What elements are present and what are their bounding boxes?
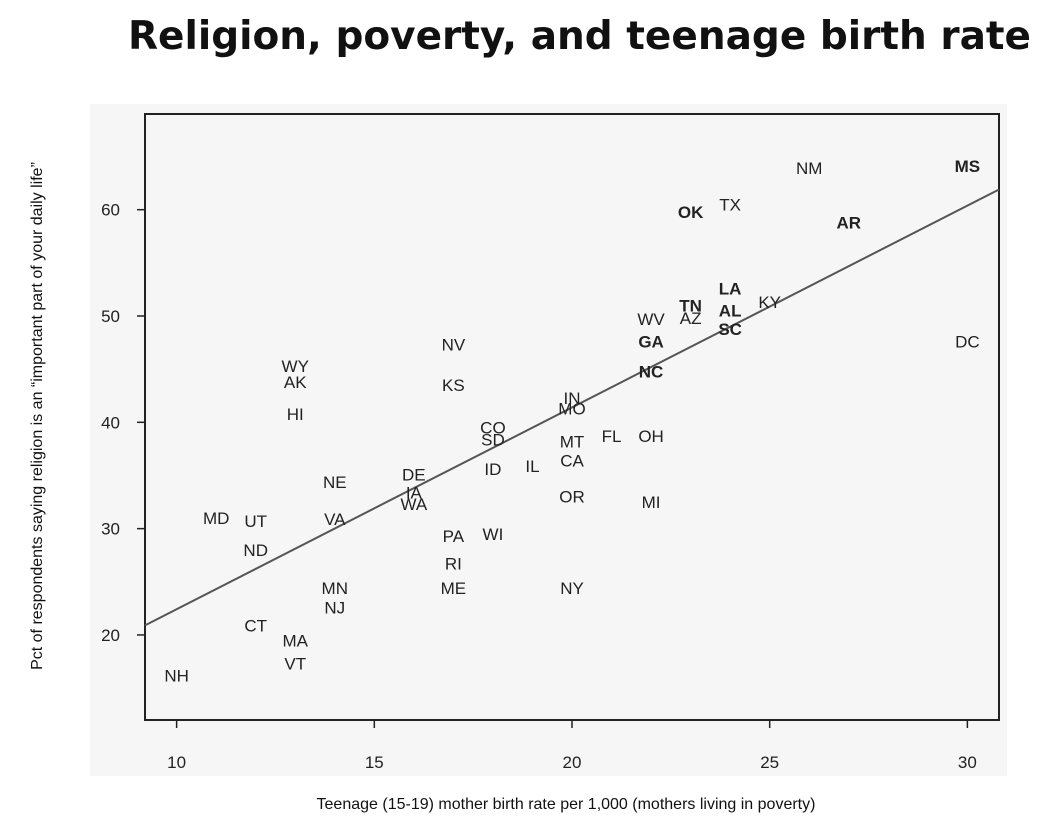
- data-point-pa: PA: [443, 527, 465, 546]
- data-point-nh: NH: [164, 666, 189, 685]
- data-point-ca: CA: [560, 452, 584, 471]
- data-point-nm: NM: [796, 159, 822, 178]
- data-point-fl: FL: [602, 427, 622, 446]
- data-point-mn: MN: [322, 579, 348, 598]
- y-tick-label: 20: [101, 626, 120, 645]
- data-point-tn: TN: [679, 296, 702, 315]
- y-axis-label: Pct of respondents saying religion is an…: [29, 162, 46, 670]
- data-point-mt: MT: [560, 432, 585, 451]
- data-point-ga: GA: [638, 333, 664, 352]
- data-point-id: ID: [484, 460, 501, 479]
- trend-line: [144, 188, 1000, 627]
- data-point-la: LA: [719, 279, 742, 298]
- data-point-nc: NC: [639, 362, 664, 381]
- y-tick-label: 30: [101, 520, 120, 539]
- data-point-mi: MI: [642, 493, 661, 512]
- data-point-ct: CT: [244, 616, 267, 635]
- data-point-dc: DC: [955, 333, 980, 352]
- data-point-va: VA: [324, 510, 346, 529]
- data-point-wy: WY: [282, 357, 309, 376]
- data-point-tx: TX: [719, 195, 741, 214]
- data-point-al: AL: [719, 302, 742, 321]
- data-point-mo: MO: [558, 399, 585, 418]
- data-point-hi: HI: [287, 405, 304, 424]
- data-point-ak: AK: [284, 373, 307, 392]
- y-tick-label: 60: [101, 201, 120, 220]
- data-point-ut: UT: [244, 512, 267, 531]
- data-point-ne: NE: [323, 473, 347, 492]
- data-point-in: IN: [564, 389, 581, 408]
- data-point-me: ME: [441, 579, 467, 598]
- data-point-ky: KY: [758, 293, 781, 312]
- x-tick-label: 25: [760, 753, 779, 772]
- data-point-ri: RI: [445, 555, 462, 574]
- data-point-nv: NV: [442, 336, 466, 355]
- data-point-nj: NJ: [324, 598, 345, 617]
- data-point-sd: SD: [481, 430, 505, 449]
- data-point-wa: WA: [400, 495, 427, 514]
- data-point-az: AZ: [680, 309, 702, 328]
- data-point-ia: IA: [406, 483, 423, 502]
- data-point-ok: OK: [678, 203, 704, 222]
- data-point-ar: AR: [836, 213, 861, 232]
- data-point-ms: MS: [955, 157, 981, 176]
- x-tick-label: 15: [365, 753, 384, 772]
- chart-title: Religion, poverty, and teenage birth rat…: [128, 14, 1031, 59]
- data-point-sc: SC: [718, 320, 742, 339]
- x-axis-label: Teenage (15-19) mother birth rate per 1,…: [316, 796, 816, 813]
- data-point-oh: OH: [638, 427, 664, 446]
- y-tick-label: 50: [101, 307, 120, 326]
- data-point-de: DE: [402, 465, 426, 484]
- x-tick-label: 10: [167, 753, 186, 772]
- y-tick-label: 40: [101, 413, 120, 432]
- data-point-or: OR: [559, 488, 585, 507]
- data-point-wi: WI: [483, 525, 504, 544]
- data-point-ny: NY: [560, 579, 584, 598]
- data-point-co: CO: [480, 419, 506, 438]
- x-tick-label: 20: [563, 753, 582, 772]
- data-point-ma: MA: [282, 631, 308, 650]
- data-point-il: IL: [525, 457, 539, 476]
- data-point-ks: KS: [442, 376, 465, 395]
- data-point-nd: ND: [243, 541, 268, 560]
- data-point-wv: WV: [637, 310, 665, 329]
- data-point-vt: VT: [284, 655, 306, 674]
- x-tick-label: 30: [958, 753, 977, 772]
- data-point-md: MD: [203, 509, 229, 528]
- plot-background: [90, 104, 1007, 776]
